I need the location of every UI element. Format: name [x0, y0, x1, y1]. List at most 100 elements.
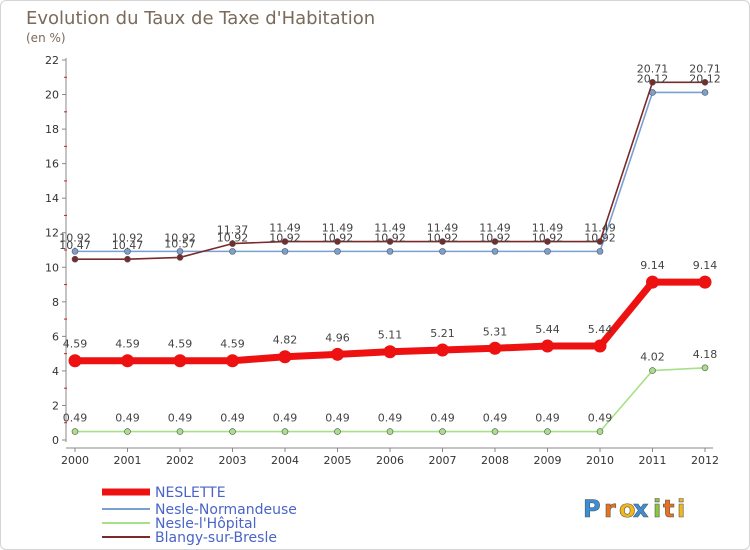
y-tick-label: 10 — [45, 261, 59, 274]
data-label-nesle-l-h-pital: 0.49 — [273, 412, 298, 425]
chart-subtitle: (en %) — [26, 31, 66, 45]
data-point-nesle-l-h-pital — [544, 428, 551, 435]
data-label-blangy-sur-bresle: 11.49 — [584, 222, 616, 235]
data-point-neslette — [436, 343, 449, 357]
data-point-nesle-normandeuse — [596, 248, 604, 255]
data-label-neslette: 5.31 — [483, 325, 508, 338]
data-label-blangy-sur-bresle: 11.49 — [322, 222, 354, 235]
data-point-neslette — [646, 275, 659, 289]
data-label-nesle-l-h-pital: 0.49 — [535, 412, 560, 425]
data-point-nesle-l-h-pital — [596, 428, 604, 435]
chart-title: Evolution du Taux de Taxe d'Habitation — [26, 8, 375, 29]
data-label-blangy-sur-bresle: 10.47 — [112, 239, 144, 252]
data-label-nesle-normandeuse: 10.92 — [217, 231, 249, 244]
brand-letter: r — [604, 495, 616, 523]
data-point-blangy-sur-bresle — [491, 238, 499, 245]
data-point-nesle-l-h-pital — [176, 428, 184, 435]
data-label-nesle-l-h-pital: 4.02 — [640, 351, 665, 364]
data-label-nesle-normandeuse: 10.92 — [427, 231, 459, 244]
y-tick-label: 18 — [45, 123, 59, 136]
data-labels: 4.59 4.59 4.59 4.59 4.82 4.96 5.11 5.21 5.31 5.44… — [59, 62, 721, 424]
axes: 0 2 4 6 8 10 12 14 16 18 20 22 2000 2001 2002 2003 2004 2… — [45, 54, 719, 467]
data-label-nesle-l-h-pital: 0.49 — [430, 412, 455, 425]
data-point-nesle-normandeuse — [491, 248, 499, 255]
data-label-nesle-l-h-pital: 0.49 — [378, 412, 403, 425]
data-label-nesle-normandeuse: 10.92 — [322, 231, 354, 244]
data-label-nesle-normandeuse: 10.92 — [532, 231, 564, 244]
data-point-nesle-normandeuse — [71, 248, 79, 255]
data-point-neslette — [331, 347, 344, 361]
data-label-nesle-normandeuse: 10.92 — [59, 231, 91, 244]
data-label-neslette: 9.14 — [693, 259, 718, 272]
brand-letter: i — [653, 495, 661, 523]
series-lines — [68, 78, 712, 435]
data-point-neslette — [121, 354, 134, 368]
y-tick-label: 22 — [45, 54, 59, 67]
data-label-blangy-sur-bresle: 11.49 — [427, 222, 459, 235]
data-label-blangy-sur-bresle: 10.57 — [164, 237, 196, 250]
brand-letter: t — [663, 495, 674, 523]
x-tick-label: 2005 — [324, 454, 352, 467]
brand-letter: x — [633, 495, 649, 523]
data-point-nesle-l-h-pital — [386, 428, 394, 435]
brand-letter: i — [677, 495, 685, 523]
data-point-blangy-sur-bresle — [334, 238, 341, 245]
x-tick-label: 2007 — [429, 454, 457, 467]
brand-letter: P — [583, 495, 601, 523]
x-tick-label: 2000 — [61, 454, 89, 467]
data-point-blangy-sur-bresle — [439, 238, 446, 245]
data-label-blangy-sur-bresle: 11.49 — [532, 222, 564, 235]
data-point-blangy-sur-bresle — [124, 255, 131, 263]
y-tick-label: 8 — [52, 296, 59, 309]
data-point-nesle-l-h-pital — [649, 367, 656, 374]
data-label-neslette: 4.59 — [115, 338, 140, 351]
data-label-nesle-l-h-pital: 0.49 — [168, 412, 193, 425]
legend: NESLETTENesle-NormandeuseNesle-l'Hôpital… — [102, 485, 297, 546]
legend-label-nesle-l-h-pital: Nesle-l'Hôpital — [155, 516, 257, 532]
data-label-blangy-sur-bresle: 11.37 — [217, 224, 249, 237]
data-point-blangy-sur-bresle — [229, 240, 236, 247]
y-tick-label: 4 — [52, 365, 59, 378]
data-point-neslette — [698, 275, 712, 289]
data-point-blangy-sur-bresle — [71, 255, 79, 263]
data-label-neslette: 5.44 — [588, 323, 613, 336]
data-label-blangy-sur-bresle: 20.71 — [689, 62, 721, 75]
data-point-nesle-l-h-pital — [334, 428, 341, 435]
x-tick-label: 2002 — [166, 454, 194, 467]
data-label-neslette: 4.59 — [63, 338, 88, 351]
x-tick-label: 2001 — [114, 454, 142, 467]
data-label-nesle-normandeuse: 10.92 — [479, 231, 511, 244]
y-tick-label: 2 — [52, 399, 59, 412]
data-label-blangy-sur-bresle: 11.49 — [269, 222, 301, 235]
data-label-neslette: 4.82 — [273, 334, 298, 347]
data-label-nesle-l-h-pital: 0.49 — [220, 412, 245, 425]
data-point-blangy-sur-bresle — [544, 238, 551, 245]
data-label-neslette: 4.59 — [168, 338, 193, 351]
x-tick-label: 2004 — [271, 454, 299, 467]
data-point-neslette — [593, 339, 607, 353]
data-label-neslette: 5.44 — [535, 323, 560, 336]
data-label-blangy-sur-bresle: 11.49 — [479, 222, 511, 235]
data-label-nesle-normandeuse: 20.12 — [689, 72, 721, 85]
data-label-neslette: 4.59 — [220, 338, 245, 351]
data-point-neslette — [488, 341, 502, 355]
data-point-nesle-normandeuse — [229, 248, 236, 255]
data-label-blangy-sur-bresle: 11.49 — [374, 222, 406, 235]
x-tick-label: 2012 — [691, 454, 719, 467]
y-tick-label: 20 — [45, 89, 59, 102]
data-label-neslette: 5.11 — [378, 329, 403, 342]
data-point-neslette — [278, 350, 292, 364]
x-tick-label: 2008 — [481, 454, 509, 467]
data-label-nesle-l-h-pital: 0.49 — [483, 412, 508, 425]
data-label-nesle-normandeuse: 10.92 — [112, 231, 144, 244]
data-label-neslette: 4.96 — [325, 331, 350, 344]
data-label-nesle-l-h-pital: 4.18 — [693, 348, 718, 361]
data-point-neslette — [173, 354, 187, 368]
x-tick-label: 2009 — [534, 454, 562, 467]
data-point-nesle-l-h-pital — [281, 428, 289, 435]
data-point-nesle-normandeuse — [386, 248, 394, 255]
data-point-nesle-normandeuse — [544, 248, 551, 255]
data-label-nesle-l-h-pital: 0.49 — [588, 412, 613, 425]
data-point-blangy-sur-bresle — [649, 78, 656, 86]
